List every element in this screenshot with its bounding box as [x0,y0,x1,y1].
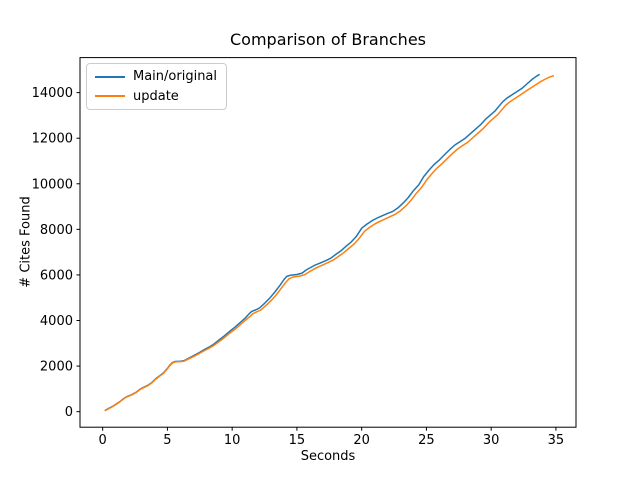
chart-title: Comparison of Branches [229,30,426,49]
x-tick-label: 0 [99,433,107,448]
y-tick-label: 0 [65,405,73,420]
series-line-main-original [104,73,540,412]
x-tick-label: 5 [163,433,171,448]
x-tick-label: 30 [483,433,500,448]
x-tick-label: 10 [224,433,241,448]
legend-line-main-original [95,75,125,78]
x-tick-label: 15 [289,433,306,448]
legend: Main/original update [86,63,227,110]
y-tick-label: 6000 [40,268,73,283]
x-axis-label: Seconds [300,449,356,464]
y-tick-label: 8000 [40,223,73,238]
x-tick-label: 35 [548,433,565,448]
x-tick-label: 25 [418,433,435,448]
legend-entry-update: update [95,89,218,104]
y-tick-label: 14000 [32,86,73,101]
y-tick-label: 4000 [40,314,73,329]
legend-label: Main/original [133,69,218,85]
legend-label: update [133,88,179,104]
legend-entry-main: Main/original [95,69,218,84]
y-tick-label: 2000 [40,360,73,375]
series-line-update [104,75,555,412]
axes-frame [79,57,577,428]
x-tick-label: 20 [353,433,370,448]
legend-line-update [95,95,125,98]
y-tick-label: 10000 [32,177,73,192]
y-tick-label: 12000 [32,132,73,147]
